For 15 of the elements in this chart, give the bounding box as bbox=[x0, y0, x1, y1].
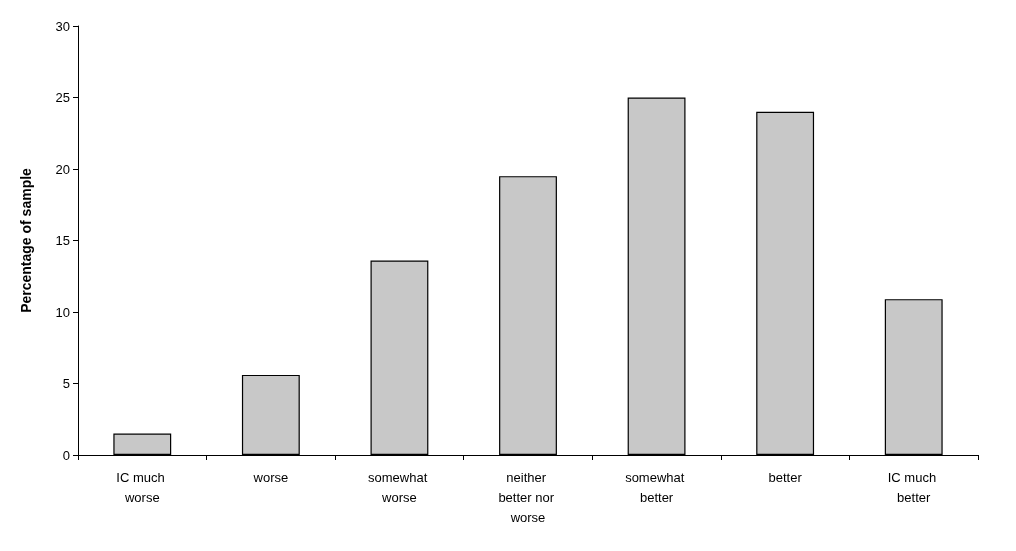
y-tick-label: 15 bbox=[55, 233, 70, 248]
x-tick-label: worse bbox=[252, 469, 289, 485]
y-tick-label: 10 bbox=[55, 304, 70, 320]
x-tick-label: somewhat better bbox=[625, 469, 689, 505]
x-tick-label: IC much better bbox=[887, 469, 940, 505]
y-tick-label: 5 bbox=[62, 376, 70, 391]
x-tick-label: neither better nor worse bbox=[498, 469, 558, 525]
y-tick-label: 25 bbox=[55, 90, 70, 105]
x-tick-label: IC much worse bbox=[116, 469, 169, 505]
x-tick-label: better bbox=[768, 469, 803, 485]
y-axis-title: Percentage of sample bbox=[18, 167, 34, 313]
y-tick-label: 30 bbox=[55, 18, 70, 34]
y-tick-label: 0 bbox=[62, 447, 70, 463]
y-tick-label: 20 bbox=[55, 161, 70, 177]
x-tick-label: somewhat worse bbox=[367, 469, 431, 505]
